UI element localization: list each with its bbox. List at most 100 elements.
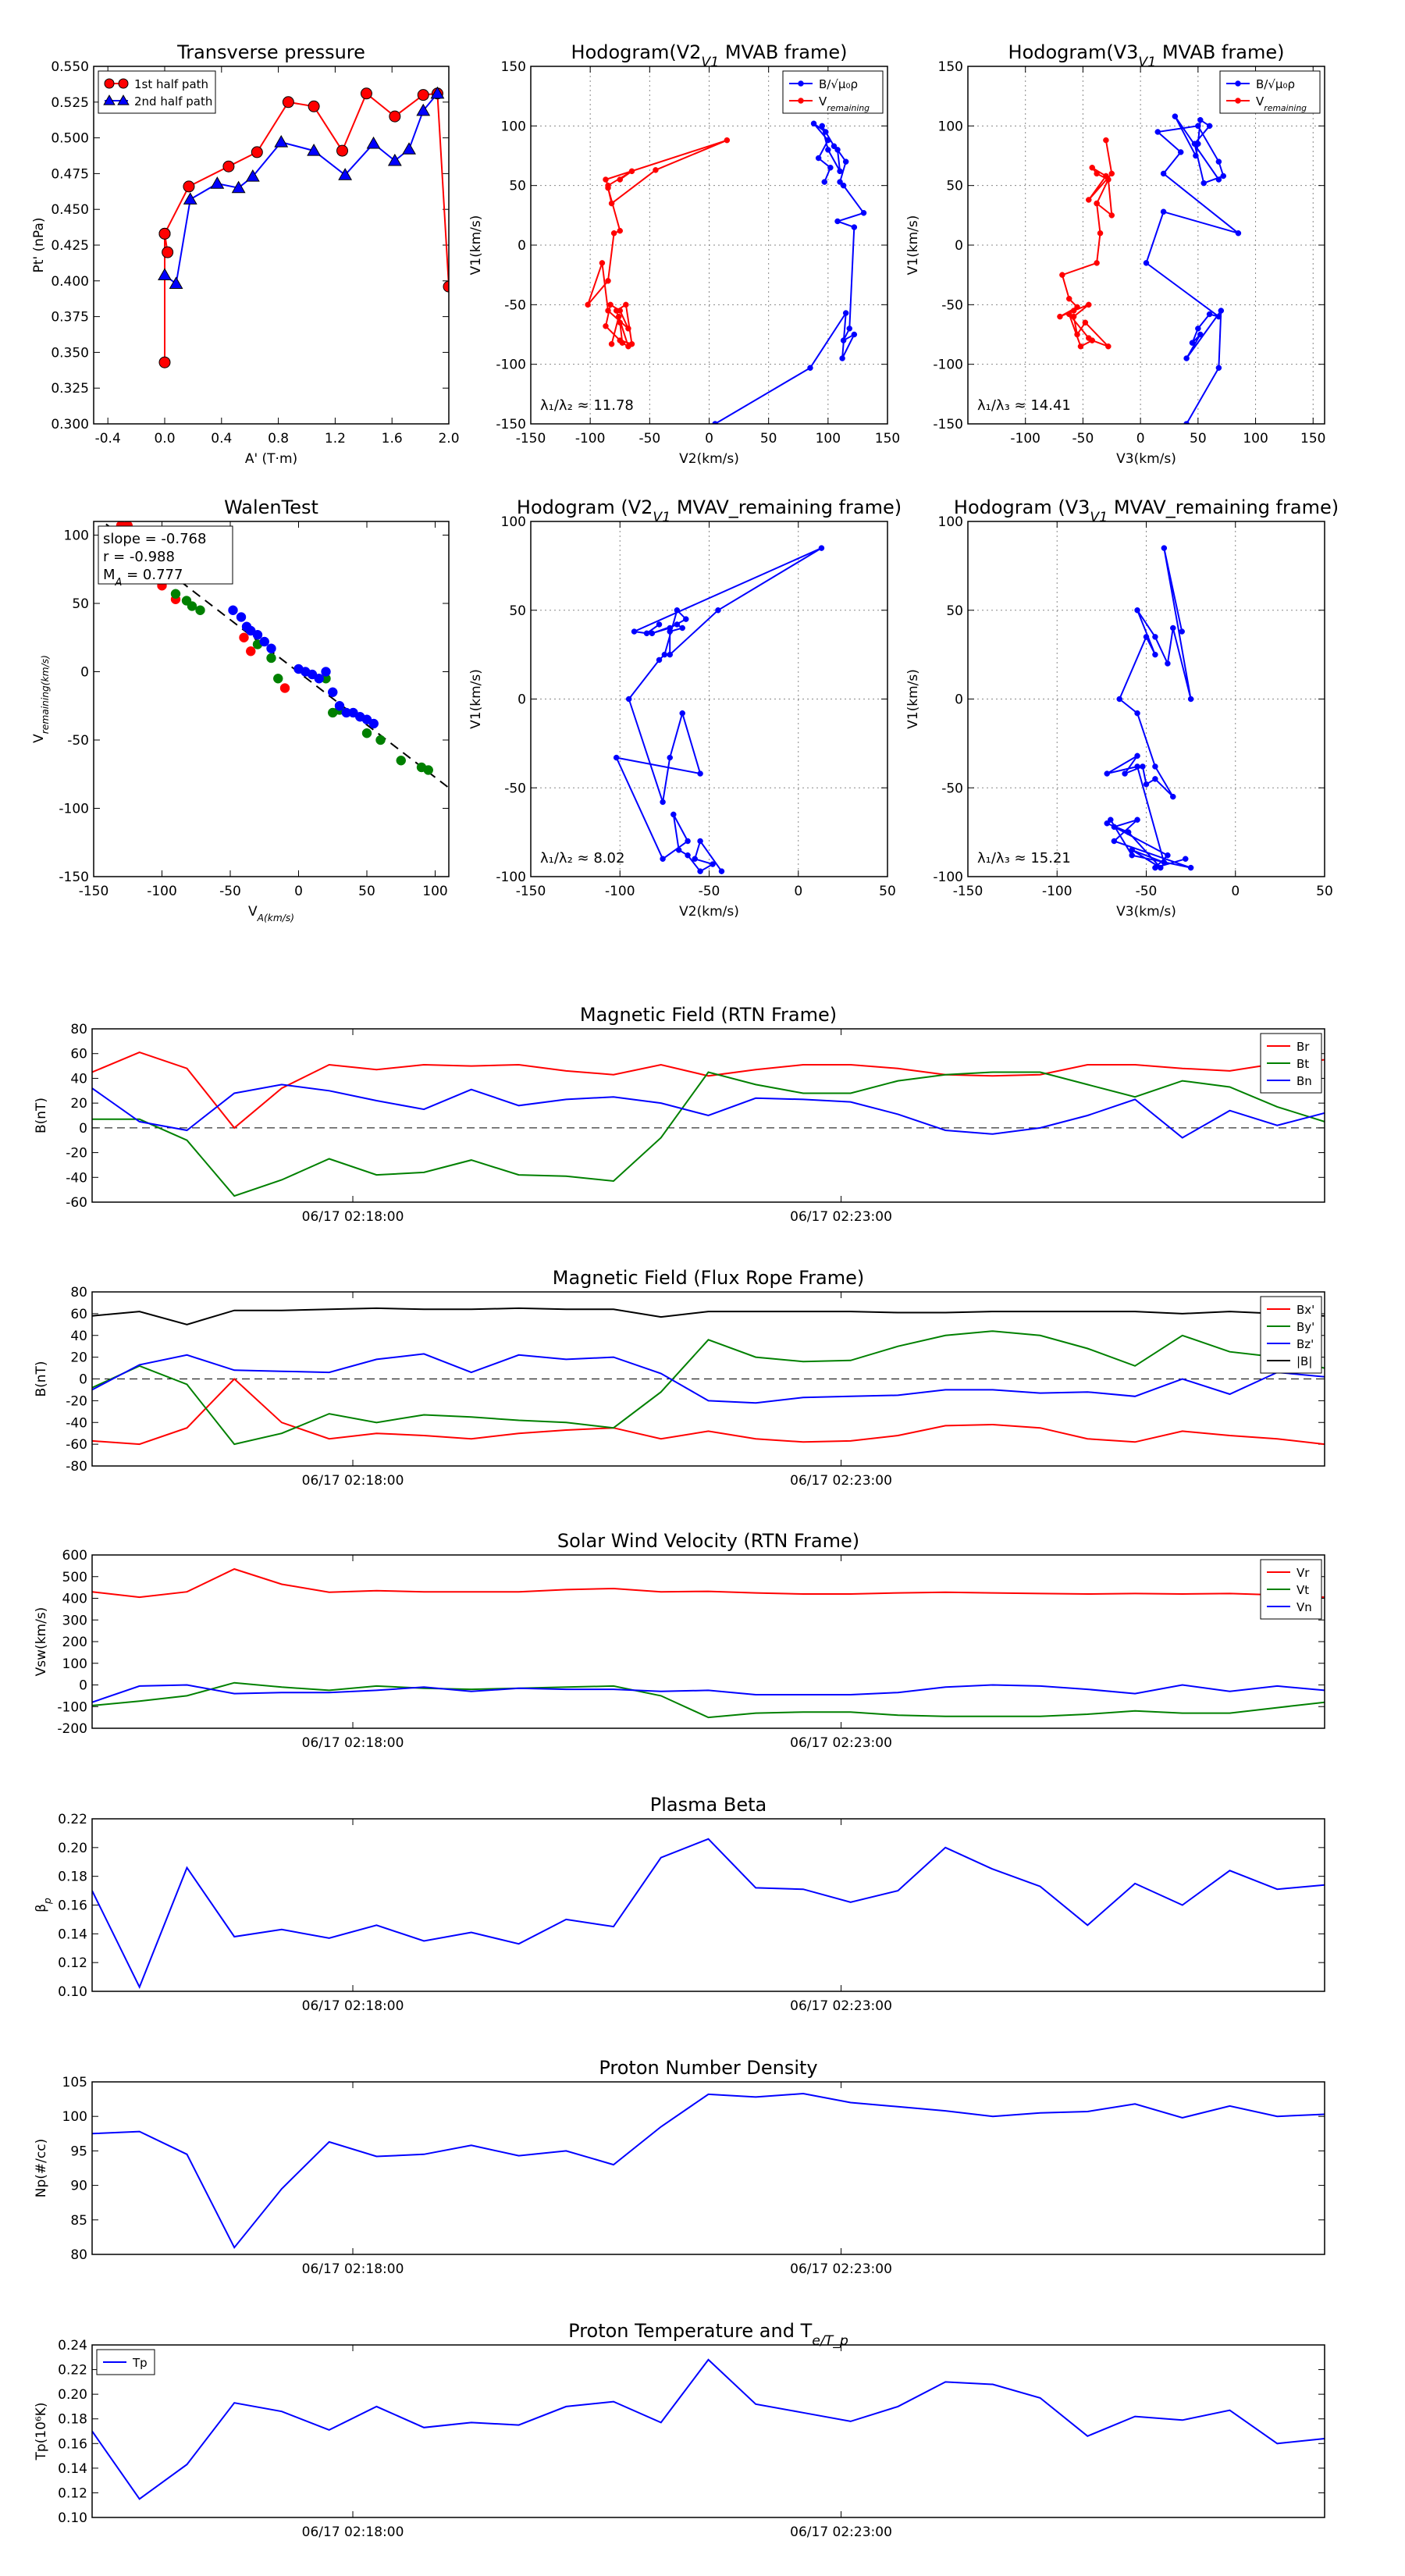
- data-point: [314, 674, 324, 684]
- legend-label: Bx': [1297, 1303, 1314, 1317]
- data-point: [1089, 165, 1095, 171]
- data-point: [617, 227, 623, 234]
- grid: [531, 66, 887, 424]
- y-tick-label: -40: [66, 1170, 87, 1186]
- data-point: [625, 696, 632, 703]
- data-point: [823, 129, 829, 135]
- data-point: [1134, 763, 1140, 770]
- annotation-line: slope = -0.768: [103, 531, 206, 547]
- data-point: [162, 246, 174, 258]
- data-point: [274, 135, 289, 148]
- y-tick-label: 100: [62, 1656, 87, 1672]
- data-point: [1161, 859, 1168, 866]
- series-Bt: [92, 1071, 1325, 1197]
- data-point: [615, 313, 622, 320]
- legend-label: B/√μ₀ρ: [1256, 77, 1295, 91]
- x-tick-label: 0.0: [154, 431, 175, 447]
- data-point: [679, 710, 685, 717]
- legend: Br Bt Bn: [1260, 1033, 1322, 1094]
- x-tick-label: -0.4: [95, 431, 121, 447]
- data-point: [1143, 634, 1150, 640]
- y-tick-label: -100: [496, 870, 526, 885]
- y-tick-label: -100: [933, 870, 963, 885]
- data-point: [697, 770, 703, 777]
- y-tick-label: 105: [62, 2075, 87, 2090]
- y-tick-label: 0: [518, 238, 526, 254]
- data-point: [328, 687, 338, 697]
- legend: 1st half path 2nd half path: [98, 70, 216, 114]
- legend-label: |B|: [1297, 1354, 1312, 1368]
- y-tick-label: 60: [70, 1307, 87, 1322]
- legend-box: [98, 70, 216, 114]
- series-Np: [92, 2092, 1325, 2250]
- x-axis-label: A' (T·m): [245, 451, 297, 467]
- data-point: [1161, 545, 1168, 551]
- y-tick-label: 100: [501, 119, 526, 134]
- data-point: [158, 268, 172, 281]
- legend-label: Br: [1297, 1040, 1310, 1054]
- chart-title: Hodogram(V2V1 MVAB frame): [571, 41, 848, 70]
- y-axis-label: B(nT): [34, 1361, 49, 1397]
- y-tick-label: 0.500: [51, 131, 89, 147]
- series-line: [1145, 116, 1240, 424]
- data-point: [222, 160, 235, 173]
- data-point: [368, 718, 379, 729]
- annotation-line: r = -0.988: [103, 549, 175, 565]
- y-tick-label: 0.22: [58, 2363, 87, 2379]
- annotation-box: [98, 525, 233, 585]
- y-tick-label: 0.22: [58, 1812, 87, 1827]
- legend-label: Bz': [1297, 1337, 1314, 1351]
- chart-title: Proton Number Density: [599, 2057, 817, 2079]
- data-point: [1187, 696, 1194, 703]
- chart-temperature: Proton Temperature and Te/T_p0.100.120.1…: [34, 2320, 1325, 2540]
- data-point: [1125, 829, 1132, 835]
- x-tick-label: 150: [875, 431, 900, 447]
- x-tick-label: -100: [147, 884, 177, 899]
- legend-item: Vr: [1267, 1566, 1310, 1580]
- axes-frame: [967, 521, 1325, 877]
- data-point: [1070, 313, 1077, 320]
- data-point: [1160, 208, 1167, 215]
- data-point: [1197, 331, 1204, 338]
- y-tick-label: 0.10: [58, 1984, 87, 2000]
- legend-marker: [103, 94, 116, 105]
- legend-marker: [798, 80, 804, 87]
- legend-label: Vt: [1297, 1583, 1309, 1597]
- series-line: [163, 92, 449, 363]
- x-tick-label: 06/17 02:23:00: [790, 1998, 892, 2014]
- data-point: [670, 811, 677, 818]
- series-line: [92, 1838, 1325, 1989]
- series-path: [1104, 545, 1194, 871]
- legend-label: Vn: [1297, 1600, 1312, 1614]
- data-point: [661, 651, 668, 658]
- data-point: [1183, 421, 1190, 424]
- data-point: [1077, 343, 1084, 350]
- data-point: [643, 630, 650, 637]
- series-Vt: [92, 1681, 1325, 1719]
- y-tick-label: 95: [70, 2144, 87, 2159]
- x-tick-label: 50: [1316, 884, 1333, 899]
- data-point: [1160, 170, 1167, 177]
- data-point: [842, 310, 849, 316]
- data-point: [837, 168, 843, 175]
- data-point: [430, 86, 445, 99]
- data-point: [1170, 793, 1176, 800]
- series-line: [92, 1684, 1325, 1703]
- data-point: [158, 356, 171, 368]
- legend-item: Vremaining: [1226, 94, 1307, 113]
- data-point: [617, 176, 623, 183]
- y-tick-label: -150: [496, 417, 526, 432]
- data-point: [825, 147, 831, 153]
- x-tick-label: -150: [953, 884, 984, 899]
- data-point: [603, 176, 609, 183]
- y-tick-label: 50: [946, 603, 963, 619]
- x-tick-label: 0: [294, 884, 303, 899]
- axes-frame: [967, 66, 1325, 425]
- legend-marker: [1235, 80, 1241, 87]
- y-tick-label: 0: [79, 1372, 87, 1388]
- y-tick-label: 80: [70, 1285, 87, 1300]
- data-point: [1122, 770, 1128, 777]
- data-point: [231, 180, 246, 194]
- data-point: [834, 218, 841, 225]
- legend-label: Vremaining: [819, 94, 870, 113]
